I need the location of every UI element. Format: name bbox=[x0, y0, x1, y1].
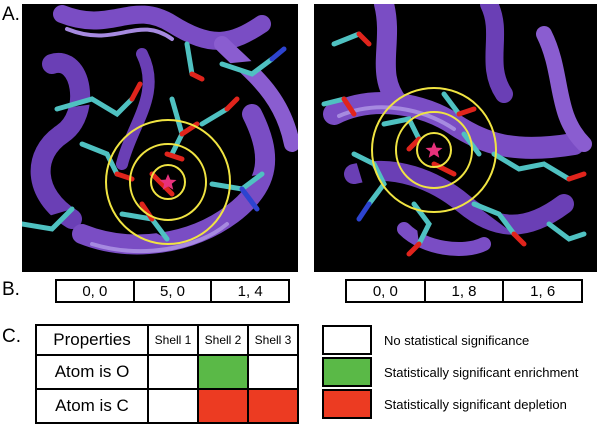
side-chains bbox=[321, 31, 587, 257]
significance-cell bbox=[247, 388, 299, 424]
significance-legend: No statistical significance Statisticall… bbox=[322, 324, 578, 420]
shell-1-count: 0, 0 bbox=[347, 281, 426, 301]
shell-1-circle bbox=[416, 132, 452, 168]
shell-1-circle bbox=[150, 164, 186, 200]
shell-3-count: 1, 6 bbox=[530, 282, 556, 300]
row-label: Atom is C bbox=[35, 388, 149, 424]
row-label: Atom is O bbox=[35, 354, 149, 390]
side-chains bbox=[22, 41, 287, 242]
shell-counts-left: 0, 0 5, 0 1, 4 bbox=[55, 279, 290, 303]
shell-3-count: 1, 4 bbox=[237, 282, 263, 300]
table-header-row: Properties Shell 1 Shell 2 Shell 3 bbox=[35, 324, 299, 356]
shell-3-circle bbox=[371, 87, 497, 213]
significance-cell bbox=[197, 388, 249, 424]
shell-1-count: 0, 0 bbox=[57, 281, 135, 301]
properties-table: Properties Shell 1 Shell 2 Shell 3 Atom … bbox=[35, 324, 299, 424]
shell-1-header: Shell 1 bbox=[147, 324, 199, 356]
significance-cell bbox=[147, 388, 199, 424]
protein-structure-right bbox=[314, 4, 597, 272]
center-star-icon bbox=[425, 142, 443, 158]
shell-2-circle bbox=[129, 143, 207, 221]
significance-cell bbox=[247, 354, 299, 390]
significance-cell bbox=[197, 354, 249, 390]
legend-label: No statistical significance bbox=[384, 332, 530, 348]
table-row: Atom is C bbox=[35, 388, 299, 424]
legend-item: Statistically significant enrichment bbox=[322, 356, 578, 388]
panel-label-a: A. bbox=[2, 4, 20, 25]
legend-label: Statistically significant enrichment bbox=[384, 364, 579, 380]
legend-swatch bbox=[322, 389, 372, 419]
shell-circles bbox=[371, 87, 497, 213]
structure-render-right bbox=[321, 4, 592, 257]
legend-item: No statistical significance bbox=[322, 324, 578, 356]
ribbon-helix bbox=[30, 5, 298, 255]
shell-circles bbox=[105, 119, 231, 245]
legend-label: Statistically significant depletion bbox=[384, 396, 567, 412]
structure-render-left bbox=[22, 5, 298, 255]
legend-item: Statistically significant depletion bbox=[322, 388, 578, 420]
shell-3-circle bbox=[105, 119, 231, 245]
shell-3-header: Shell 3 bbox=[247, 324, 299, 356]
significance-cell bbox=[147, 354, 199, 390]
properties-header: Properties bbox=[35, 324, 149, 356]
table-row: Atom is O bbox=[35, 354, 299, 390]
legend-swatch bbox=[322, 357, 372, 387]
panel-label-b: B. bbox=[2, 279, 20, 300]
ribbon-helix bbox=[323, 4, 592, 256]
protein-structure-left bbox=[22, 4, 298, 272]
shell-2-circle bbox=[395, 111, 473, 189]
shell-2-header: Shell 2 bbox=[197, 324, 249, 356]
center-star-icon bbox=[159, 174, 177, 190]
shell-2-count: 1, 8 bbox=[426, 281, 505, 301]
shell-2-count: 5, 0 bbox=[135, 281, 213, 301]
panel-label-c: C. bbox=[2, 326, 21, 347]
legend-swatch bbox=[322, 325, 372, 355]
shell-counts-right: 0, 0 1, 8 1, 6 bbox=[345, 279, 583, 303]
